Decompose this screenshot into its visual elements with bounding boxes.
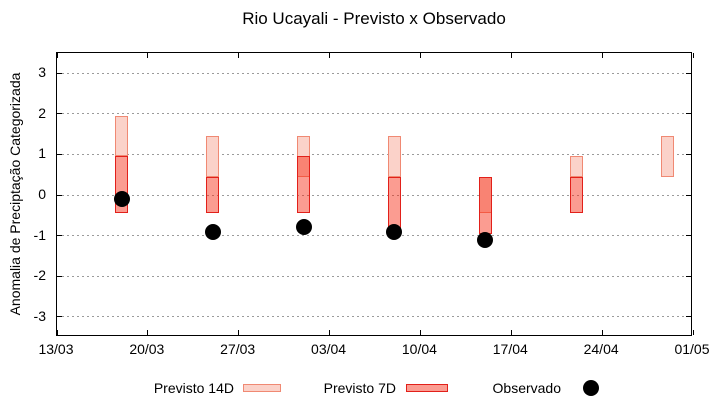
previsto-14d-bar [387, 136, 401, 177]
x-axis-tick [56, 330, 58, 335]
y-tick-label: 2 [38, 104, 46, 121]
y-tick-label: 3 [38, 64, 46, 81]
x-axis-tick [510, 330, 512, 335]
gridline [57, 275, 691, 277]
previsto-7d-legend-swatch [406, 384, 448, 392]
previsto-7d-bar [297, 156, 311, 214]
y-tick-label: -1 [33, 226, 46, 243]
y-axis-mirror-tick [686, 275, 691, 277]
observado-legend-dot [583, 380, 599, 396]
legend-label-observado: Observado [492, 380, 561, 396]
x-tick-label: 20/03 [129, 341, 165, 357]
previsto-14d-bar [660, 136, 674, 177]
x-tick-label: 03/04 [311, 341, 347, 357]
y-tick-label: 1 [38, 145, 46, 162]
gridline [57, 153, 691, 155]
previsto-7d-bar [569, 176, 583, 214]
previsto-7d-bar [206, 176, 220, 214]
gridline [57, 72, 691, 74]
gridline [57, 113, 691, 115]
y-axis-tick [57, 153, 62, 155]
chart-title: Rio Ucayali - Previsto x Observado [242, 9, 506, 28]
y-axis-tick [57, 113, 62, 115]
previsto-14d-bar [115, 115, 129, 157]
y-axis-mirror-tick [686, 194, 691, 196]
x-axis-tick [692, 330, 694, 335]
previsto-7d-bar [478, 176, 492, 234]
y-axis-tick [57, 275, 62, 277]
y-axis-tick [57, 235, 62, 237]
observado-dot [204, 223, 221, 240]
previsto-14d-legend-swatch [243, 384, 281, 392]
x-axis-tick [238, 330, 240, 335]
legend-label-previsto-14d: Previsto 14D [153, 380, 234, 396]
observado-dot [386, 223, 403, 240]
y-axis-tick [57, 194, 62, 196]
previsto-14d-bar [569, 156, 583, 177]
plot-area [56, 52, 694, 336]
x-tick-label: 13/03 [38, 341, 74, 357]
gridline [57, 235, 691, 237]
y-tick-label: 0 [38, 186, 46, 202]
x-axis-tick [601, 330, 603, 335]
legend-label-previsto-7d: Previsto 7D [323, 380, 396, 396]
x-axis-mirror-tick [510, 53, 512, 58]
x-tick-label: 17/04 [492, 341, 528, 357]
gridline [57, 316, 691, 318]
observado-dot [113, 191, 130, 208]
x-axis-tick [147, 330, 149, 335]
previsto-14d-bar [297, 136, 311, 177]
y-axis-tick [57, 316, 62, 318]
x-axis-mirror-tick [147, 53, 149, 58]
y-axis-mirror-tick [686, 235, 691, 237]
x-axis-mirror-tick [419, 53, 421, 58]
x-axis-mirror-tick [601, 53, 603, 58]
x-tick-label: 27/03 [220, 341, 256, 357]
x-tick-label: 10/04 [401, 341, 437, 357]
y-axis-tick [57, 72, 62, 74]
x-axis-tick [419, 330, 421, 335]
observado-dot [295, 219, 312, 236]
previsto-14d-bar [206, 136, 220, 177]
x-axis-tick [329, 330, 331, 335]
x-tick-label: 24/04 [583, 341, 619, 357]
x-axis-mirror-tick [329, 53, 331, 58]
y-tick-label: -2 [33, 267, 46, 284]
x-tick-label: 01/05 [674, 341, 710, 357]
y-tick-label: -3 [33, 307, 46, 324]
gridline [57, 194, 691, 196]
y-axis-mirror-tick [686, 113, 691, 115]
x-axis-mirror-tick [56, 53, 58, 58]
y-axis-mirror-tick [686, 316, 691, 318]
observado-dot [477, 231, 494, 248]
x-axis-mirror-tick [692, 53, 694, 58]
y-axis-mirror-tick [686, 153, 691, 155]
x-axis-mirror-tick [238, 53, 240, 58]
y-axis-mirror-tick [686, 72, 691, 74]
